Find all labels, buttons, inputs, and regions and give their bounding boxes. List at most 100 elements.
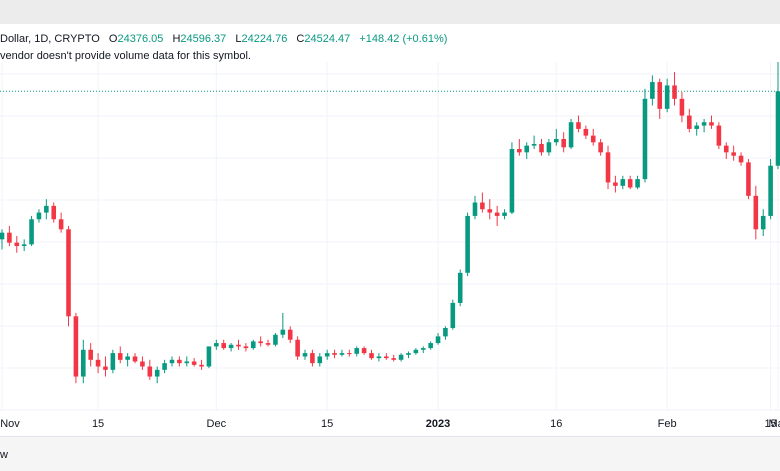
candle[interactable] (413, 348, 419, 355)
candle[interactable] (746, 159, 751, 200)
candle[interactable] (339, 349, 345, 357)
candle[interactable] (221, 339, 227, 350)
candle[interactable] (524, 142, 530, 160)
candle[interactable] (295, 336, 300, 360)
candle[interactable] (51, 202, 57, 223)
candle[interactable] (583, 125, 589, 139)
time-axis[interactable]: Nov15Dec15202316Feb15Mar (0, 412, 780, 436)
candle[interactable] (36, 209, 42, 223)
candle[interactable] (568, 118, 574, 149)
candle[interactable] (44, 199, 49, 220)
candle[interactable] (317, 353, 323, 367)
candle[interactable] (561, 132, 566, 153)
candle[interactable] (361, 346, 367, 355)
candle[interactable] (324, 349, 330, 360)
candle[interactable] (103, 356, 108, 377)
candle[interactable] (184, 356, 190, 367)
candle[interactable] (287, 326, 293, 344)
candle[interactable] (250, 339, 256, 350)
candle[interactable] (132, 353, 138, 364)
candle[interactable] (384, 353, 389, 360)
candle[interactable] (635, 175, 640, 190)
candle[interactable] (391, 354, 396, 362)
candle[interactable] (125, 353, 130, 367)
candle[interactable] (605, 145, 611, 190)
candle[interactable] (347, 349, 352, 357)
candle[interactable] (679, 92, 685, 123)
candle[interactable] (701, 118, 707, 133)
candle[interactable] (169, 356, 175, 367)
candle[interactable] (694, 122, 699, 136)
candle[interactable] (487, 199, 493, 220)
candle[interactable] (7, 225, 12, 247)
candle[interactable] (162, 359, 167, 374)
candle[interactable] (110, 349, 116, 374)
candle[interactable] (509, 142, 515, 215)
candle[interactable] (465, 212, 470, 277)
candle[interactable] (369, 349, 374, 360)
candle[interactable] (709, 115, 714, 129)
candle[interactable] (191, 358, 197, 367)
candle[interactable] (553, 128, 559, 146)
candle[interactable] (642, 88, 648, 183)
candle[interactable] (731, 145, 736, 161)
candle[interactable] (502, 209, 507, 220)
candle[interactable] (354, 346, 360, 357)
candle[interactable] (760, 209, 766, 236)
candle[interactable] (88, 343, 93, 367)
candle[interactable] (494, 205, 500, 226)
candle[interactable] (228, 343, 234, 352)
candle[interactable] (14, 236, 20, 253)
candle[interactable] (214, 339, 219, 350)
candle[interactable] (117, 346, 123, 364)
candle[interactable] (546, 138, 552, 156)
candle[interactable] (435, 333, 441, 345)
candle[interactable] (457, 269, 463, 307)
candle[interactable] (768, 159, 773, 220)
candle[interactable] (657, 78, 663, 119)
candle[interactable] (517, 138, 522, 156)
candle[interactable] (66, 225, 71, 327)
candle[interactable] (95, 353, 101, 374)
candle[interactable] (29, 215, 34, 247)
candle[interactable] (177, 356, 182, 367)
candle[interactable] (590, 128, 596, 146)
candle[interactable] (147, 359, 153, 380)
candle[interactable] (243, 343, 249, 352)
candle[interactable] (258, 336, 263, 347)
candle[interactable] (199, 359, 204, 370)
candle[interactable] (332, 349, 337, 359)
candle[interactable] (406, 351, 411, 359)
candle[interactable] (450, 299, 456, 330)
candle[interactable] (265, 339, 271, 347)
candle[interactable] (753, 185, 759, 240)
candle[interactable] (716, 122, 722, 149)
candle[interactable] (206, 346, 212, 369)
candle[interactable] (443, 326, 448, 340)
candle[interactable] (627, 175, 633, 190)
candle[interactable] (21, 239, 27, 252)
candle[interactable] (302, 349, 308, 360)
candle[interactable] (576, 115, 581, 133)
candle[interactable] (73, 312, 79, 384)
candle[interactable] (154, 366, 160, 384)
candle[interactable] (140, 356, 145, 370)
candle[interactable] (539, 138, 544, 156)
candle[interactable] (723, 142, 729, 160)
candle[interactable] (687, 108, 692, 133)
candle[interactable] (428, 341, 433, 350)
candle[interactable] (620, 175, 626, 190)
candle[interactable] (310, 349, 315, 367)
candle[interactable] (398, 353, 404, 362)
candle[interactable] (531, 135, 537, 149)
candle[interactable] (598, 138, 603, 156)
candle[interactable] (472, 195, 478, 220)
candle[interactable] (0, 229, 5, 250)
candle[interactable] (280, 312, 286, 339)
candle[interactable] (664, 78, 670, 113)
candle[interactable] (650, 75, 655, 106)
candle[interactable] (236, 339, 241, 350)
candle[interactable] (273, 333, 278, 347)
candle[interactable] (738, 152, 744, 166)
